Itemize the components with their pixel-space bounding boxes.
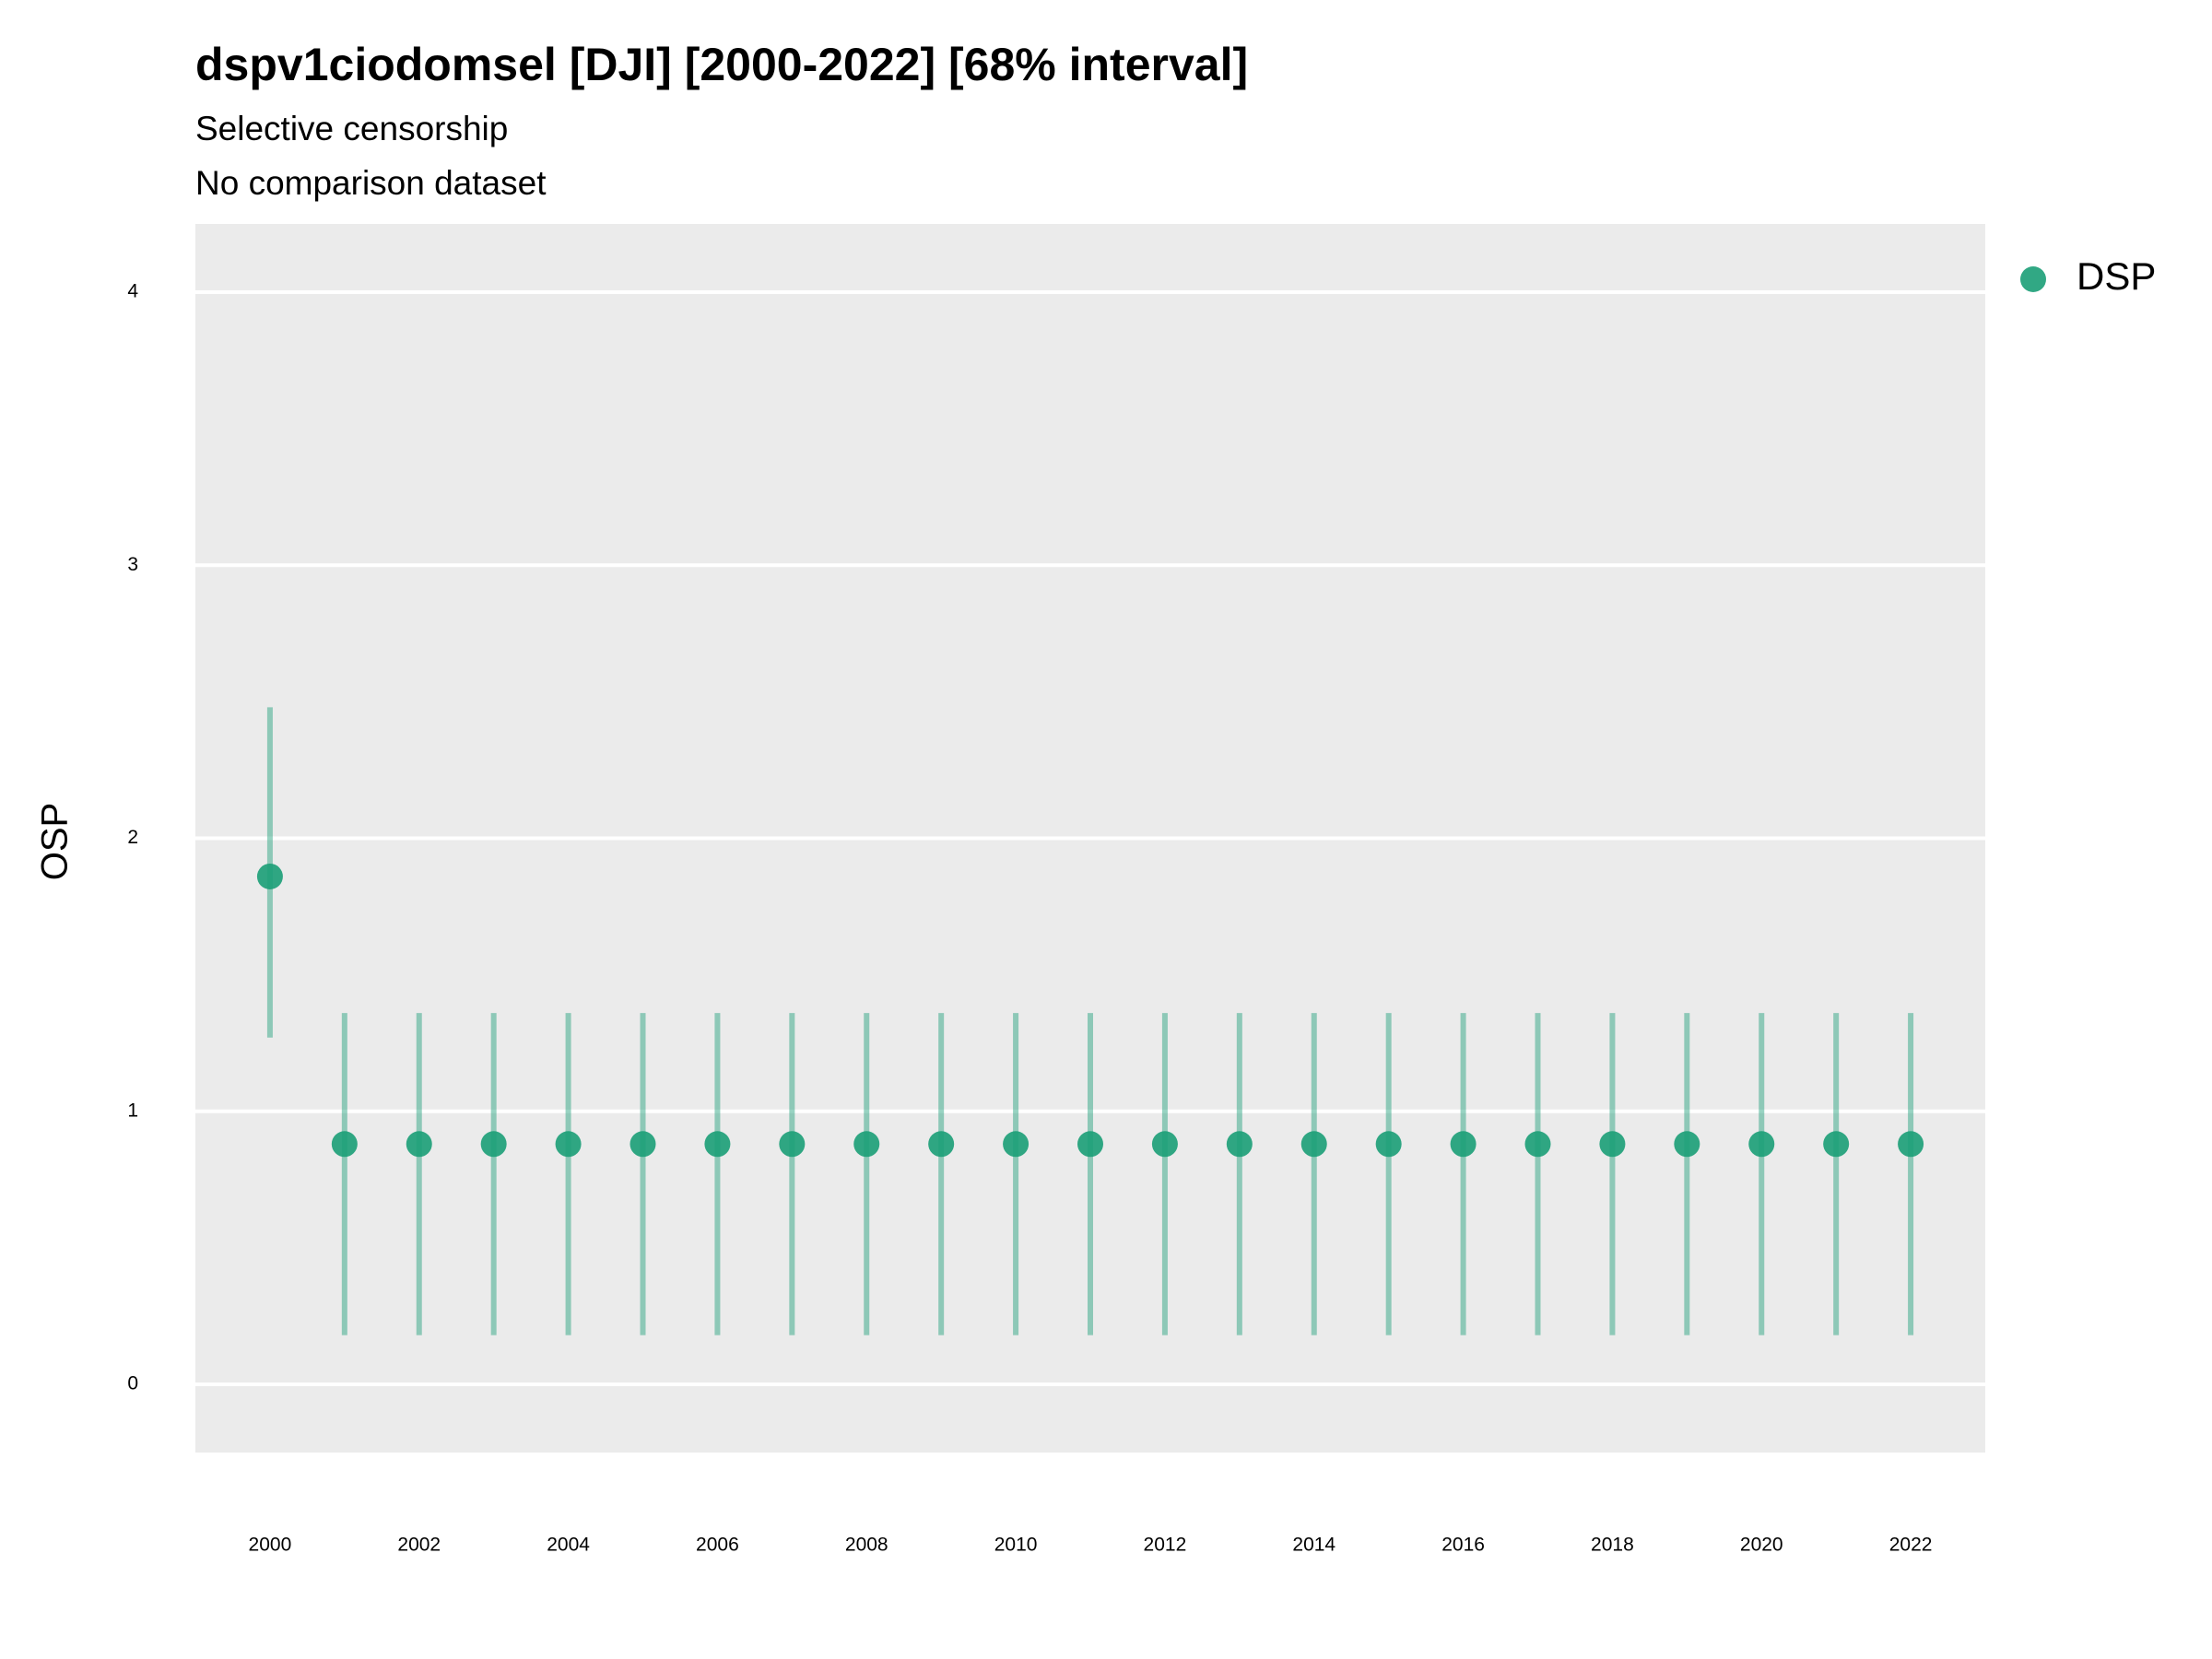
legend: DSP: [2020, 254, 2156, 298]
point: [1300, 1131, 1327, 1158]
x-tick-label: 2006: [696, 1535, 739, 1556]
point: [256, 863, 283, 889]
chart-title: dspv1ciodomsel [DJI] [2000-2022] [68% in…: [195, 39, 1248, 90]
point: [1450, 1131, 1477, 1158]
legend-label: DSP: [2077, 254, 2156, 298]
point: [779, 1131, 806, 1158]
point: [555, 1131, 582, 1158]
x-tick-label: 2016: [1441, 1535, 1485, 1556]
legend-marker: [2020, 266, 2046, 292]
point: [1823, 1131, 1850, 1158]
point: [853, 1131, 880, 1158]
point: [1226, 1131, 1253, 1158]
y-axis-label: OSP: [35, 803, 76, 880]
subtitle: Selective censorship: [195, 110, 508, 147]
point: [1151, 1131, 1178, 1158]
point: [629, 1131, 656, 1158]
y-tick-label: 1: [127, 1100, 138, 1121]
point: [928, 1131, 955, 1158]
x-tick-label: 2004: [547, 1535, 590, 1556]
marks: [256, 707, 1924, 1335]
x-tick-label: 2018: [1591, 1535, 1634, 1556]
point: [1077, 1131, 1103, 1158]
x-tick-label: 2002: [397, 1535, 441, 1556]
point: [1599, 1131, 1626, 1158]
point: [480, 1131, 507, 1158]
x-tick-label: 2008: [845, 1535, 888, 1556]
x-tick-label: 2020: [1740, 1535, 1783, 1556]
x-tick-label: 2014: [1292, 1535, 1335, 1556]
x-tick-label: 2010: [994, 1535, 1038, 1556]
point: [1748, 1131, 1775, 1158]
y-tick-label: 2: [127, 827, 138, 848]
point: [1003, 1131, 1030, 1158]
point: [331, 1131, 358, 1158]
point: [1524, 1131, 1551, 1158]
point: [1674, 1131, 1700, 1158]
point: [1375, 1131, 1402, 1158]
y-tick-label: 0: [127, 1372, 138, 1394]
y-tick-label: 4: [127, 281, 138, 302]
grid: 0 1 2 3 4 2000 2002 2004 2006 2008 2010 2012 2014 201…: [127, 281, 1985, 1556]
x-tick-label: 2022: [1889, 1535, 1933, 1556]
point: [406, 1131, 432, 1158]
x-tick-label: 2000: [249, 1535, 292, 1556]
point: [1898, 1131, 1924, 1158]
y-tick-label: 3: [127, 554, 138, 575]
subtitle: No comparison dataset: [195, 164, 547, 202]
point: [704, 1131, 731, 1158]
x-tick-label: 2012: [1144, 1535, 1187, 1556]
